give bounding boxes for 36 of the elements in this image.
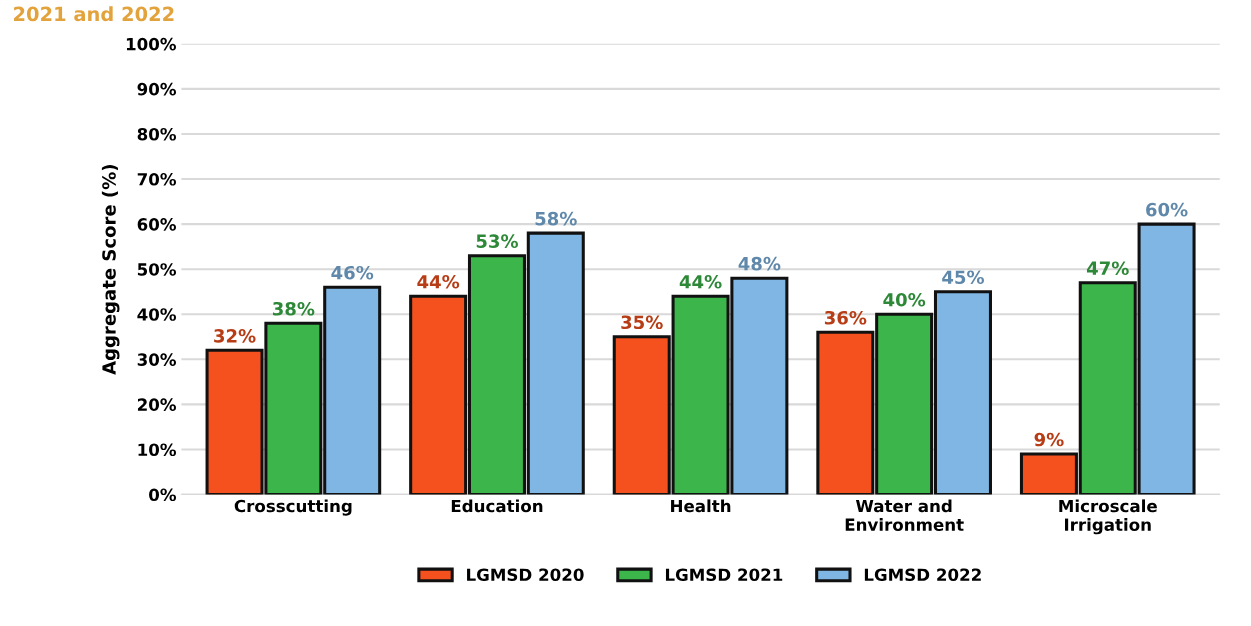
data-label: 45% [942,270,985,285]
y-tick-label: 20% [137,398,176,411]
data-label: 60% [1146,202,1188,217]
x-tick-label: Health [671,499,731,513]
legend-label: LGMSD 2022 [864,568,981,582]
data-label: 32% [214,328,256,343]
chart-title: 2021 and 2022 [14,6,174,22]
y-axis-title: Aggregate Score (%) [101,165,120,375]
data-label: 36% [824,310,867,325]
y-tick-label: 40% [137,308,176,321]
legend-label: LGMSD 2020 [467,568,584,582]
y-tick-label: 60% [137,218,176,231]
data-label: 48% [738,256,781,271]
x-tick-label: Crosscutting [234,499,352,516]
data-label: 9% [1034,432,1064,447]
y-tick-label: 50% [137,263,176,276]
y-tick-label: 10% [138,443,176,457]
data-label: 38% [272,301,315,316]
data-label: 44% [679,274,722,289]
y-tick-label: 80% [137,127,176,141]
y-tick-label: 70% [137,173,176,186]
x-tick-label: Microscale Irrigation [1059,499,1157,535]
data-label: 44% [417,274,460,289]
y-tick-label: 0% [149,488,176,502]
x-tick-label: Education [451,499,543,513]
data-label: 53% [476,234,518,248]
y-tick-label: 30% [137,353,176,366]
data-label: 35% [621,315,663,330]
data-label: 46% [331,265,374,280]
y-tick-label: 90% [137,82,176,96]
data-label: 58% [535,211,577,226]
legend-label: LGMSD 2021 [665,568,783,582]
data-label: 40% [883,292,926,307]
data-label: 47% [1086,261,1129,276]
x-tick-label: Water and Environment [845,499,964,531]
y-tick-label: 100% [126,37,176,51]
